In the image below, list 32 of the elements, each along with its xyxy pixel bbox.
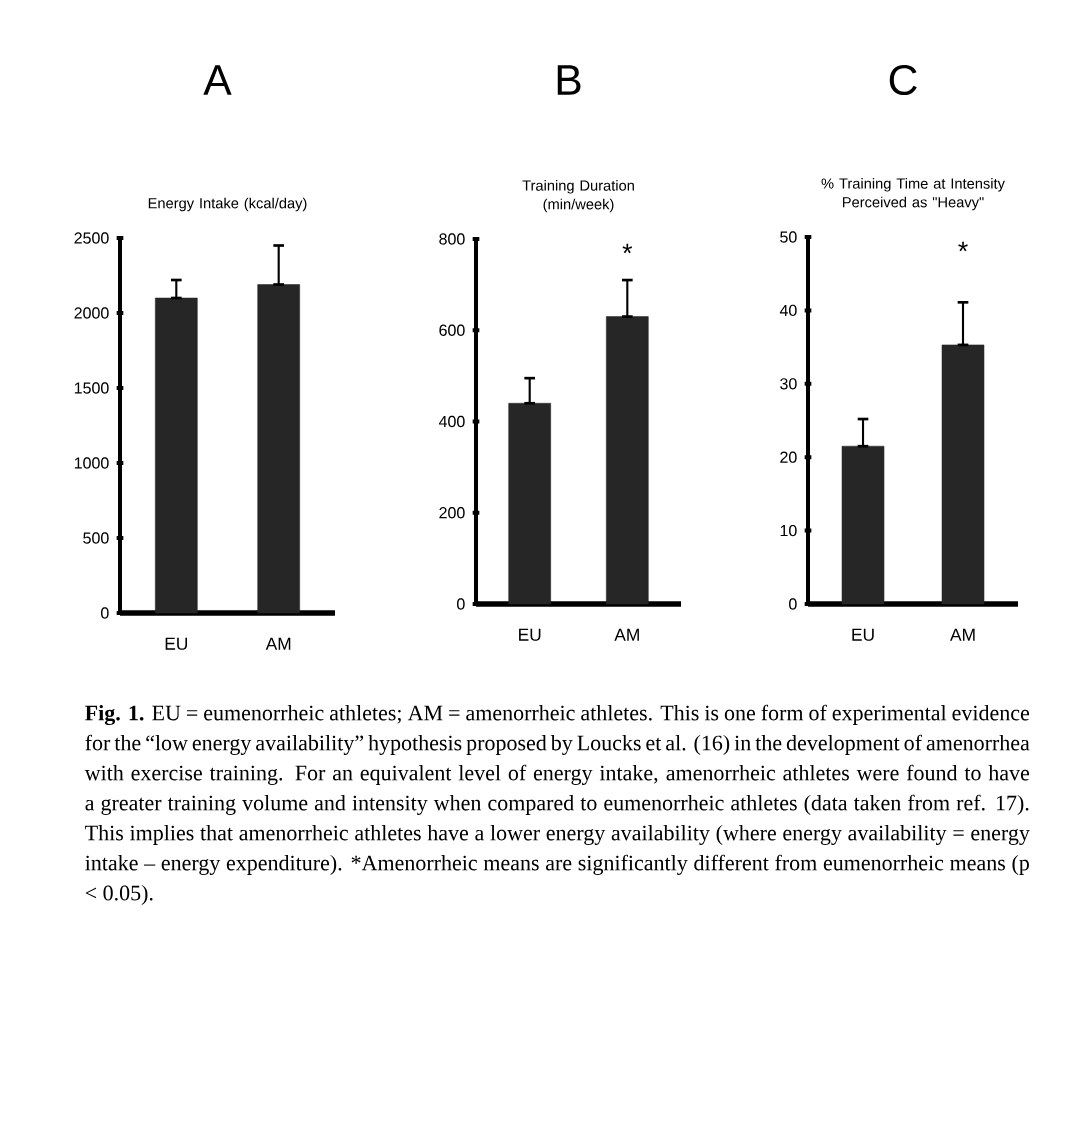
- x-tick-label: AM: [950, 628, 975, 641]
- y-tick-label: 0: [101, 607, 109, 619]
- chart-title: A: [203, 65, 232, 95]
- y-tick-label: 0: [789, 598, 797, 610]
- annotation: *: [958, 241, 968, 252]
- x-tick-label: AM: [265, 637, 291, 650]
- y-tick-label: 200: [439, 507, 465, 519]
- y-tick-label: 2500: [74, 232, 109, 244]
- chart-title: B: [557, 65, 581, 95]
- x-tick-label: EU: [519, 628, 541, 641]
- y-tick-label: 600: [439, 324, 465, 336]
- y-tick-label: 500: [83, 532, 109, 544]
- x-tick-label: AM: [614, 628, 639, 641]
- y-tick-label: 800: [439, 233, 465, 245]
- y-axis-title: % Training Time at Intensity Perceived as "Heavy": [821, 177, 1005, 211]
- y-tick-label: 10: [780, 524, 797, 537]
- chart-title: C: [889, 64, 917, 96]
- y-tick-label: 400: [438, 415, 465, 428]
- y-axis-title: Training Duration (min/week): [522, 179, 634, 213]
- y-tick-label: 30: [780, 378, 797, 390]
- annotation: *: [622, 243, 633, 254]
- y-axis-title: Energy Intake (kcal/day): [148, 197, 307, 212]
- x-tick-label: EU: [852, 628, 874, 641]
- y-tick-label: 1500: [74, 382, 109, 394]
- text: Fig. 1. EU = eumenorrheic athletes; AM = amenorrheic athletes. This is one form of experimental evidence for the “low energy availability” hypothesis proposed by Loucks et al. (16) in the development of amenorrhea with exercise training. For an equivalent level of energy intake, amenorrheic athletes were found to have a greater training volume and intensity when compared to eumenorrheic athletes (data taken from ref. 17). This implies that amenorrheic athletes have a lower energy availability (where energy availability = energy intake – energy expenditure). *Amenorrheic means are significantly different from eumenorrheic means (p < 0.05).: [84, 704, 1030, 905]
- x-tick-label: EU: [165, 637, 188, 650]
- y-tick-label: 2000: [74, 307, 109, 319]
- y-tick-label: 50: [780, 231, 797, 243]
- y-tick-label: 0: [457, 598, 465, 610]
- y-tick-label: 40: [779, 304, 797, 317]
- y-tick-label: 20: [780, 451, 797, 463]
- y-tick-label: 1000: [74, 457, 109, 469]
